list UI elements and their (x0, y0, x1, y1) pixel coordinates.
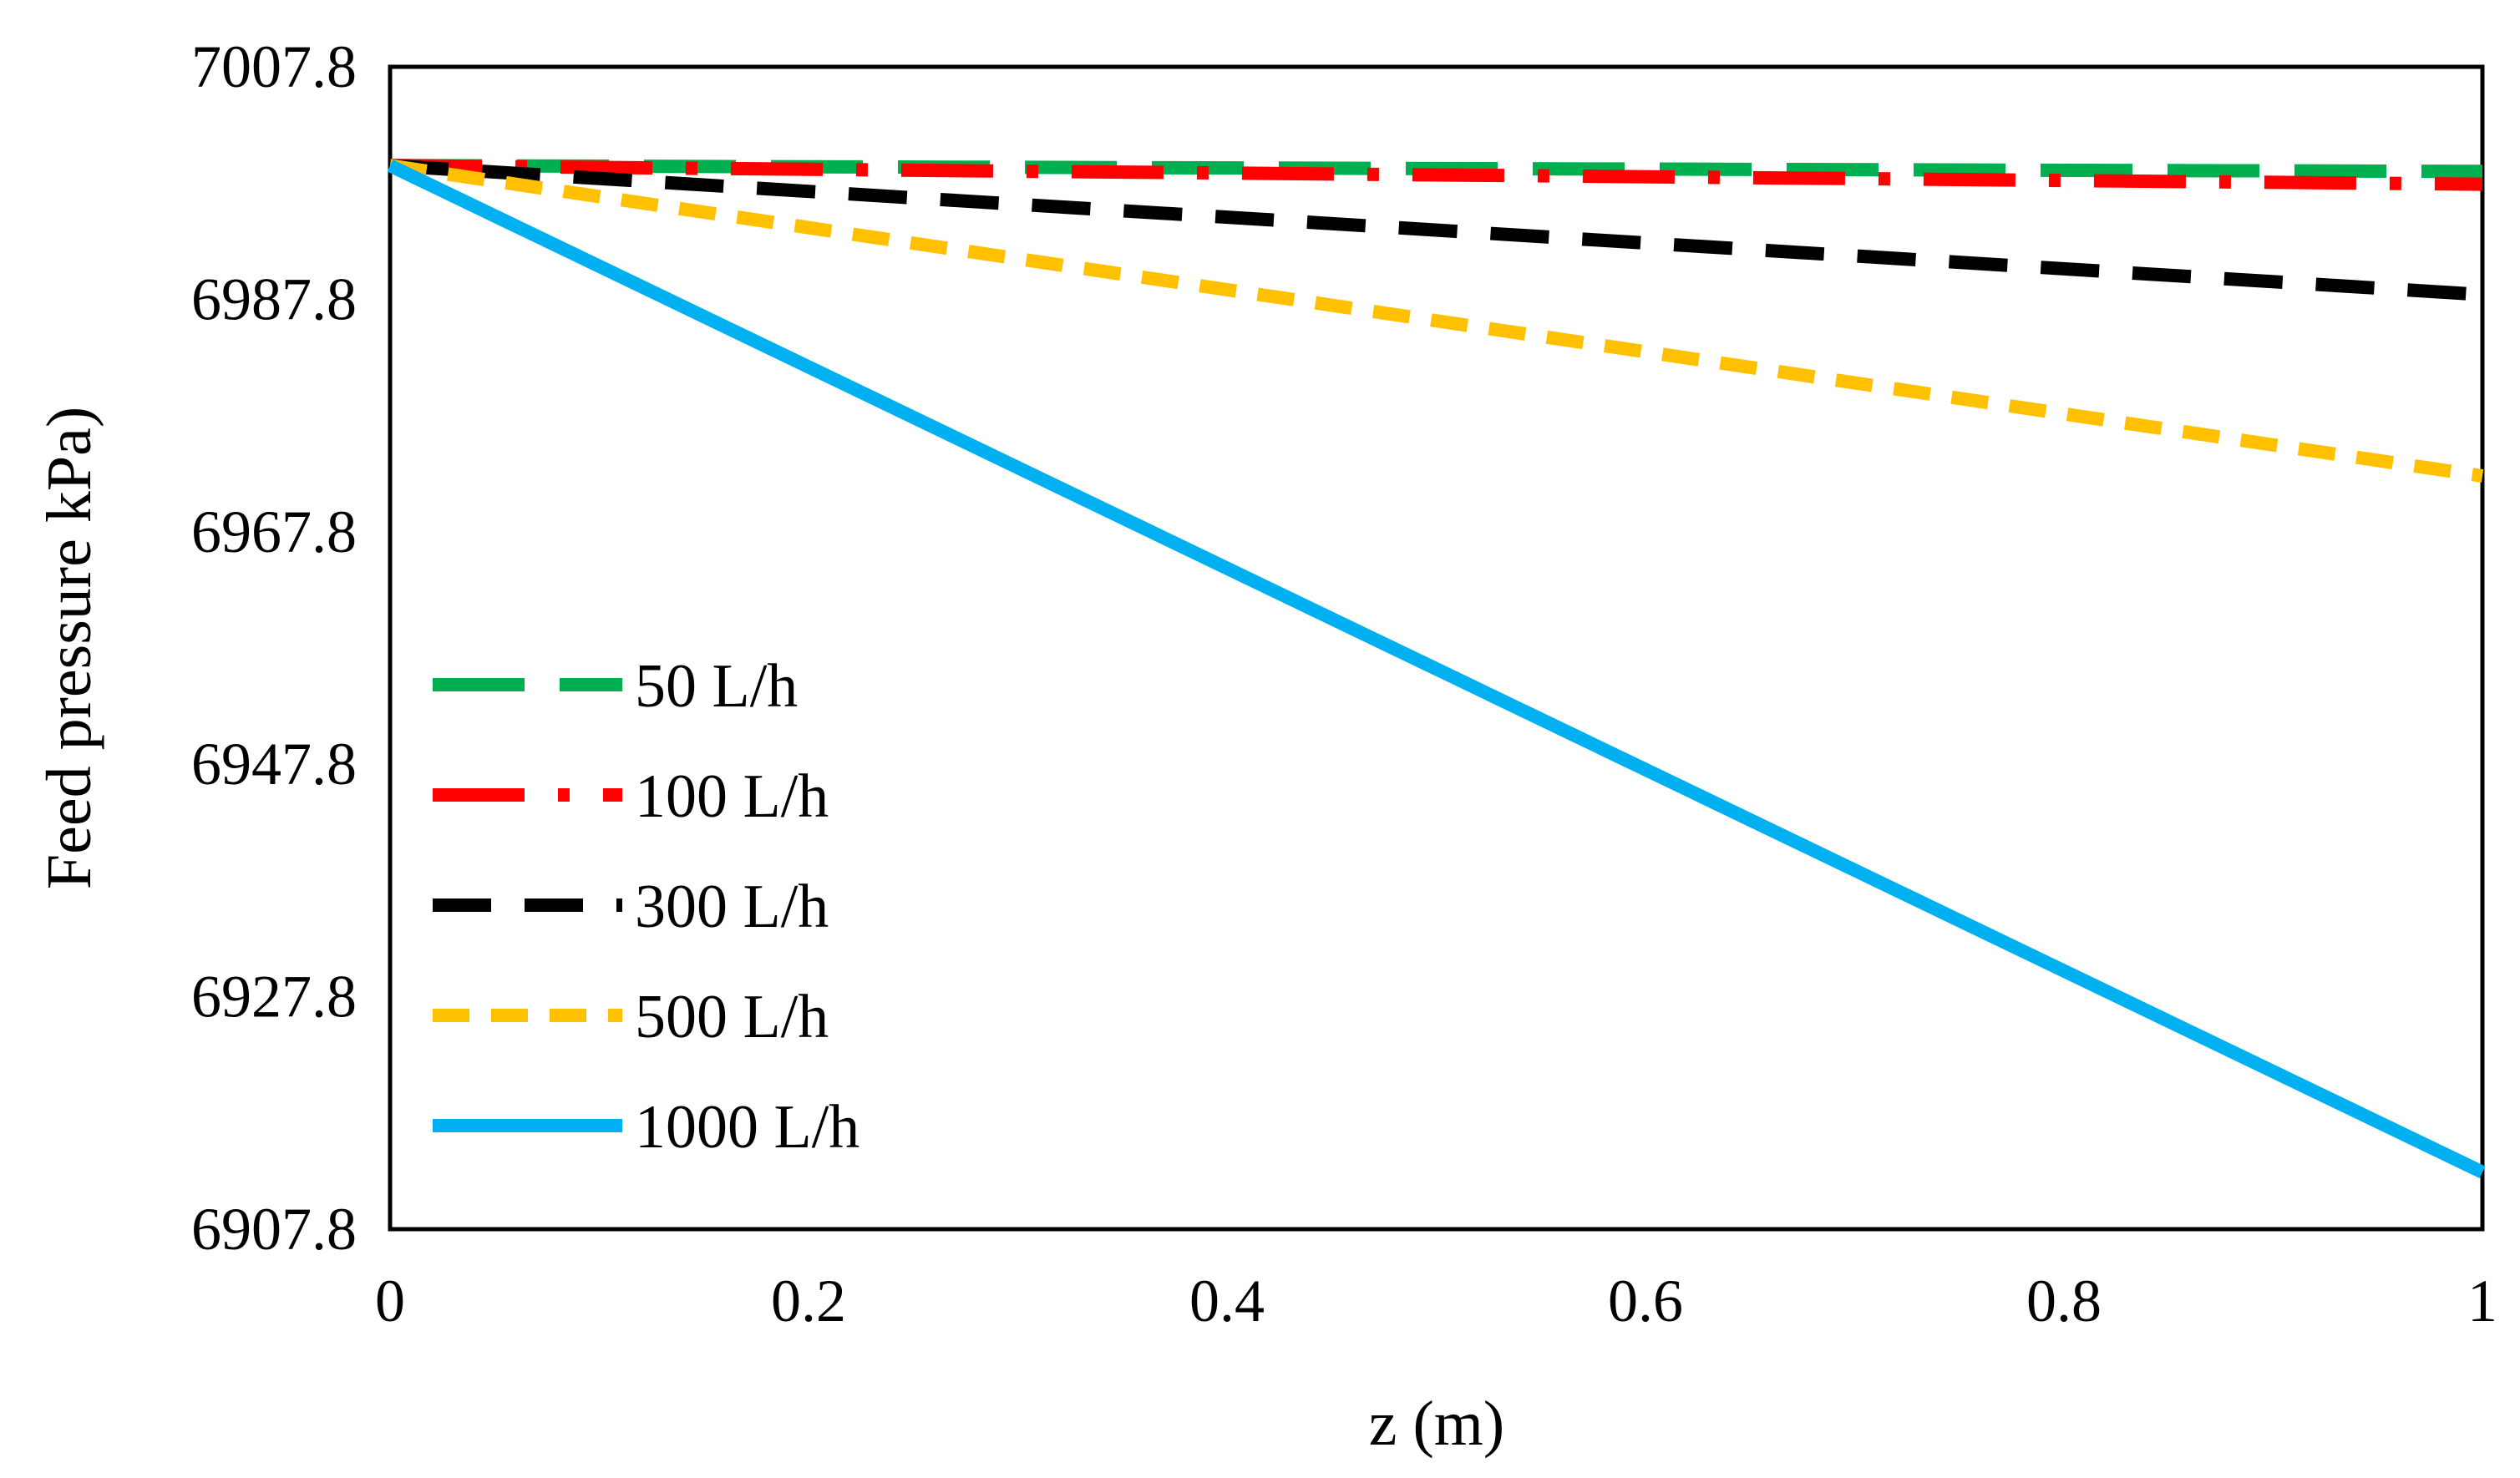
y-tick-label: 6987.8 (191, 266, 357, 332)
x-tick-label: 1 (2467, 1268, 2497, 1334)
y-tick-label: 6927.8 (191, 964, 357, 1030)
legend-label: 1000 L/h (635, 1093, 859, 1162)
y-tick-label: 6967.8 (191, 499, 357, 565)
x-axis: 0 0.2 0.4 0.6 0.8 1 (375, 1268, 2497, 1334)
x-tick-label: 0.4 (1189, 1268, 1265, 1334)
y-tick-label: 6947.8 (191, 731, 357, 797)
x-tick-label: 0.6 (1608, 1268, 1683, 1334)
y-axis: 6907.8 6927.8 6947.8 6967.8 6987.8 7007.8 (191, 33, 357, 1263)
x-tick-label: 0.2 (771, 1268, 846, 1334)
series-line (388, 159, 2484, 483)
series-line (389, 159, 2483, 301)
legend-label: 500 L/h (635, 983, 829, 1051)
legend-label: 300 L/h (635, 873, 829, 941)
series-line (389, 159, 2483, 191)
legend-label: 50 L/h (635, 652, 798, 721)
legend-label: 100 L/h (635, 762, 829, 831)
x-axis-label: z (m) (1369, 1389, 1504, 1459)
y-tick-label: 7007.8 (191, 33, 357, 100)
y-tick-label: 6907.8 (191, 1196, 357, 1263)
series-group (387, 159, 2486, 1179)
series-line (387, 159, 2486, 1179)
legend: 50 L/h 100 L/h 300 L/h 500 L/h 1000 L/h (433, 652, 859, 1162)
x-tick-label: 0.8 (2026, 1268, 2102, 1334)
y-axis-label: Feed pressure kPa) (34, 407, 104, 889)
plot-area (388, 64, 2485, 1232)
x-tick-label: 0 (375, 1268, 405, 1334)
